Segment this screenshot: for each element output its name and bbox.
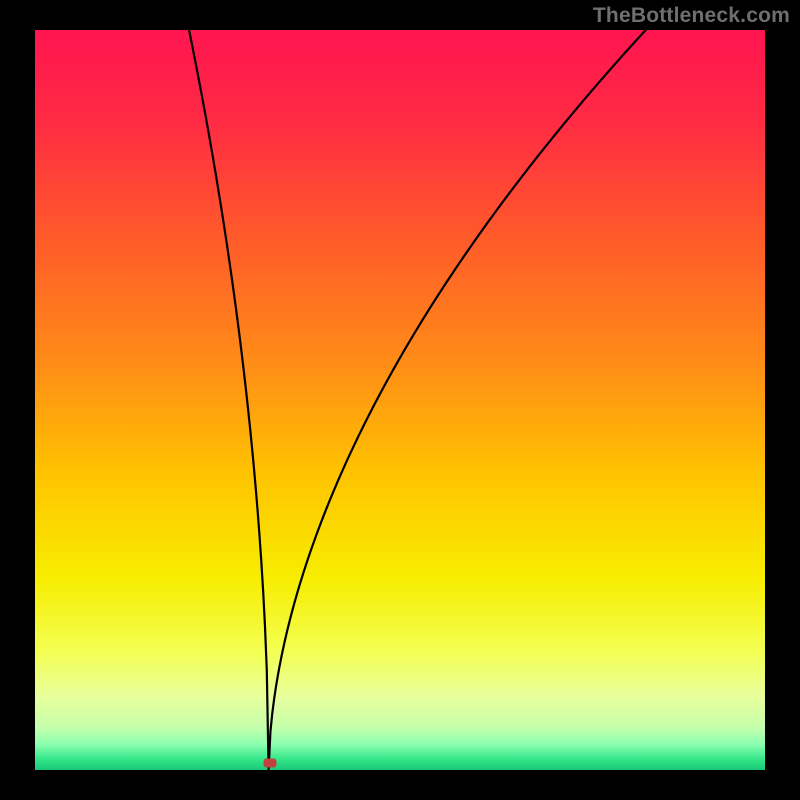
bottleneck-curve <box>35 30 765 770</box>
watermark-text: TheBottleneck.com <box>593 4 790 28</box>
optimal-point-marker <box>264 759 277 768</box>
plot-area <box>35 30 765 770</box>
